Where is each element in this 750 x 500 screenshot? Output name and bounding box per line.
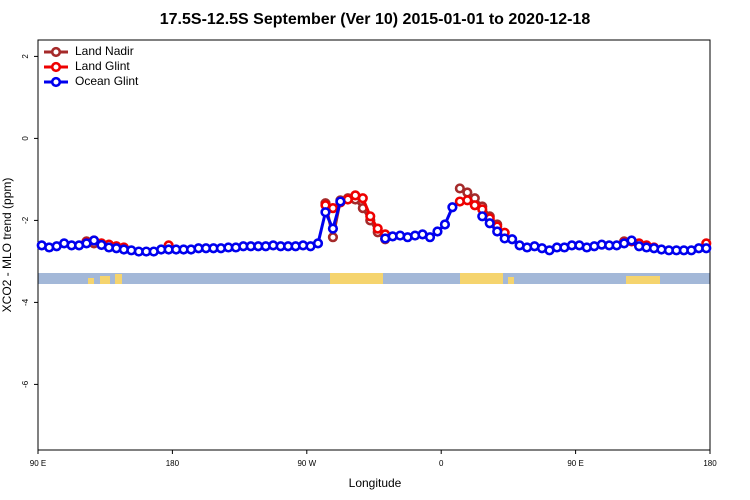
point: [626, 235, 637, 246]
point: [462, 195, 473, 206]
chart-title: 17.5S-12.5S September (Ver 10) 2015-01-0…: [160, 11, 591, 28]
point: [701, 243, 712, 254]
point: [477, 211, 488, 222]
land-strip: [508, 277, 514, 284]
x-tick-label: 180: [703, 459, 717, 468]
legend-label: Ocean Glint: [75, 74, 139, 88]
point: [424, 232, 436, 243]
point: [357, 193, 368, 204]
point: [432, 226, 443, 237]
point: [365, 211, 376, 222]
point: [462, 187, 473, 198]
legend-label: Land Glint: [75, 59, 130, 73]
land-strip: [460, 273, 503, 284]
legend-marker: [50, 76, 62, 88]
point: [454, 183, 465, 194]
point: [439, 219, 451, 230]
point: [88, 235, 100, 246]
y-tick-label: -6: [21, 380, 30, 388]
surface-strip: [38, 273, 710, 284]
land-strip: [88, 278, 94, 284]
y-axis-label: XCO2 - MLO trend (ppm): [0, 178, 14, 313]
point: [335, 196, 346, 207]
point: [312, 238, 324, 249]
land-strip: [330, 273, 383, 284]
legend-label: Land Nadir: [75, 44, 134, 58]
y-tick-label: -4: [21, 298, 30, 306]
point: [507, 234, 518, 245]
point: [327, 223, 339, 234]
land-strip: [100, 276, 110, 284]
point: [372, 223, 383, 234]
x-axis-label: Longitude: [349, 476, 402, 490]
point: [447, 202, 458, 213]
point: [469, 200, 480, 211]
point: [327, 232, 339, 243]
land-strip: [115, 274, 122, 284]
point: [484, 218, 495, 229]
y-tick-label: 0: [21, 136, 30, 141]
point: [320, 207, 331, 218]
legend-marker: [50, 46, 62, 58]
x-tick-label: 90 W: [297, 459, 316, 468]
legend-marker: [50, 61, 62, 73]
x-tick-label: 90 E: [567, 459, 583, 468]
x-tick-label: 90 E: [30, 459, 46, 468]
land-strip: [626, 276, 660, 284]
series: [36, 196, 712, 257]
point: [327, 203, 339, 214]
y-tick-label: -2: [21, 216, 30, 224]
point: [492, 226, 503, 237]
x-tick-label: 180: [166, 459, 180, 468]
y-tick-label: 2: [21, 54, 30, 59]
x-tick-label: 0: [439, 459, 444, 468]
